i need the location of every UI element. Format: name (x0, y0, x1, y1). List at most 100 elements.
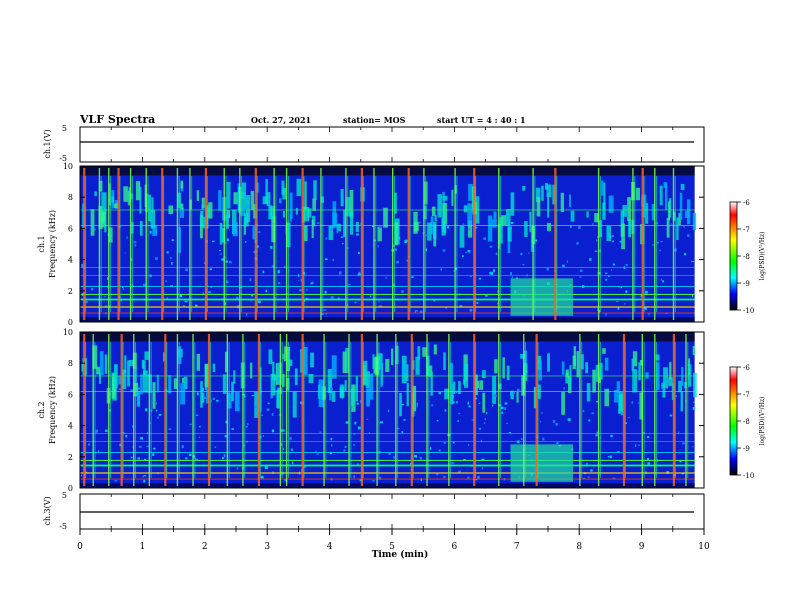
burst-mark (108, 168, 110, 320)
burst-mark (164, 334, 167, 486)
ch1-ytick-bottom: -5 (59, 154, 67, 163)
burst-mark (473, 168, 476, 320)
ch1-spectrogram-ylabel-frequency: Frequency (kHz) (48, 210, 57, 278)
time-tick-label: 3 (264, 542, 270, 552)
time-tick-label: 10 (698, 542, 710, 552)
burst-mark (373, 168, 375, 320)
burst-mark (376, 334, 378, 486)
figure-station: station= MOS (343, 115, 406, 125)
burst-mark (98, 168, 101, 320)
burst-mark (301, 168, 304, 320)
burst-mark (410, 334, 413, 486)
burst-mark (641, 334, 643, 486)
time-tick-label: 5 (389, 542, 395, 552)
ch3-waveform-ylabel: ch.3(V) (43, 496, 52, 525)
burst-mark (622, 334, 626, 486)
burst-mark (120, 334, 123, 486)
burst-mark (239, 168, 241, 320)
spectrogram-panel-ch1: 0 2 4 6 8 10 ch.1 Frequency (kHz) (37, 162, 705, 327)
time-tick-label: 1 (140, 542, 146, 552)
burst-mark (176, 168, 179, 320)
burst-mark (254, 168, 257, 320)
burst-mark (597, 168, 600, 320)
burst-mark (395, 334, 397, 486)
burst-mark (360, 334, 363, 486)
burst-mark (176, 334, 179, 486)
ch2-spectrogram-ylabel-channel: ch.2 (37, 401, 46, 418)
burst-mark (654, 168, 656, 320)
frequency-tick-label: 6 (68, 224, 73, 233)
figure-title: VLF Spectra (79, 113, 155, 126)
ch1-waveform-ylabel: ch.1(V) (43, 129, 52, 158)
burst-mark (129, 168, 132, 320)
ch1-ytick-top: 5 (62, 124, 67, 133)
burst-mark (348, 334, 350, 486)
burst-mark (320, 168, 322, 320)
ch3-ytick-top: 5 (62, 491, 67, 500)
burst-mark (161, 168, 164, 320)
time-tick-label: 4 (327, 542, 333, 552)
waveform-panel-ch1: 5 -5 ch.1(V) (43, 124, 705, 163)
burst-mark (672, 334, 675, 486)
time-tick-label: 9 (639, 542, 645, 552)
spectrogram-panel-ch2: 0 2 4 6 8 10 ch.2 Frequency (kHz) (37, 328, 705, 493)
burst-mark (632, 168, 634, 320)
burst-mark (108, 334, 110, 486)
burst-mark (189, 168, 191, 320)
burst-mark (597, 334, 600, 486)
burst-mark (145, 168, 147, 320)
burst-mark (285, 168, 288, 320)
colorbar-tick-label: -8 (743, 253, 750, 261)
time-tick-label: 8 (576, 542, 582, 552)
burst-mark (223, 168, 225, 320)
frequency-tick-label: 0 (68, 484, 73, 493)
burst-mark (532, 168, 534, 320)
spectrogram-image-ch1 (80, 166, 697, 322)
colorbar-tick-label: -6 (743, 364, 750, 372)
figure-date: Oct. 27, 2021 (251, 115, 311, 125)
colorbar-tick-label: -8 (743, 418, 750, 426)
burst-mark (654, 334, 656, 486)
burst-mark (641, 168, 644, 320)
burst-mark (273, 168, 275, 320)
ch3-ytick-bottom: -5 (59, 522, 67, 531)
burst-mark (498, 334, 500, 486)
burst-mark (448, 334, 450, 486)
burst-mark (473, 334, 476, 486)
burst-mark (554, 168, 557, 320)
colorbar-tick-label: -9 (743, 280, 750, 288)
colorbar-tick-label: -10 (743, 307, 754, 315)
time-tick-label: 2 (202, 542, 208, 552)
time-tick-label: 7 (514, 542, 520, 552)
colorbar-tick-label: -7 (743, 226, 750, 234)
burst-mark (423, 168, 425, 320)
burst-mark (83, 334, 86, 486)
colorbar-ch2: -6 -7 -8 -9 -10 log(PSD)(V²/Hz) (729, 364, 766, 480)
burst-mark (685, 334, 687, 486)
burst-mark (83, 168, 86, 320)
ch2-spectrogram-ylabel-frequency: Frequency (kHz) (48, 376, 57, 444)
burst-mark (672, 168, 675, 320)
spectrogram-image-ch2 (80, 332, 697, 488)
burst-mark (279, 334, 282, 486)
burst-mark (148, 334, 151, 486)
burst-mark (454, 168, 456, 320)
colorbar-tick-label: -6 (743, 199, 750, 207)
burst-mark (579, 334, 581, 486)
burst-mark (392, 168, 394, 320)
burst-mark (117, 168, 120, 320)
waveform-panel-ch3: 5 -5 ch.3(V) (43, 491, 705, 531)
colorbar-tick-label: -9 (743, 445, 750, 453)
colorbar-ch1: -6 -7 -8 -9 -10 log(PSD)(V²/Hz) (729, 199, 766, 315)
burst-mark (426, 334, 428, 486)
colorbar-ch2-label: log(PSD)(V²/Hz) (759, 397, 766, 446)
burst-mark (133, 334, 135, 486)
burst-mark (207, 334, 211, 486)
burst-mark (92, 334, 94, 486)
frequency-tick-label: 4 (68, 256, 73, 265)
colorbar-ch1-label: log(PSD)(V²/Hz) (759, 232, 766, 281)
frequency-tick-label: 4 (68, 422, 73, 431)
burst-mark (360, 168, 363, 320)
frequency-tick-label: 2 (68, 287, 73, 296)
